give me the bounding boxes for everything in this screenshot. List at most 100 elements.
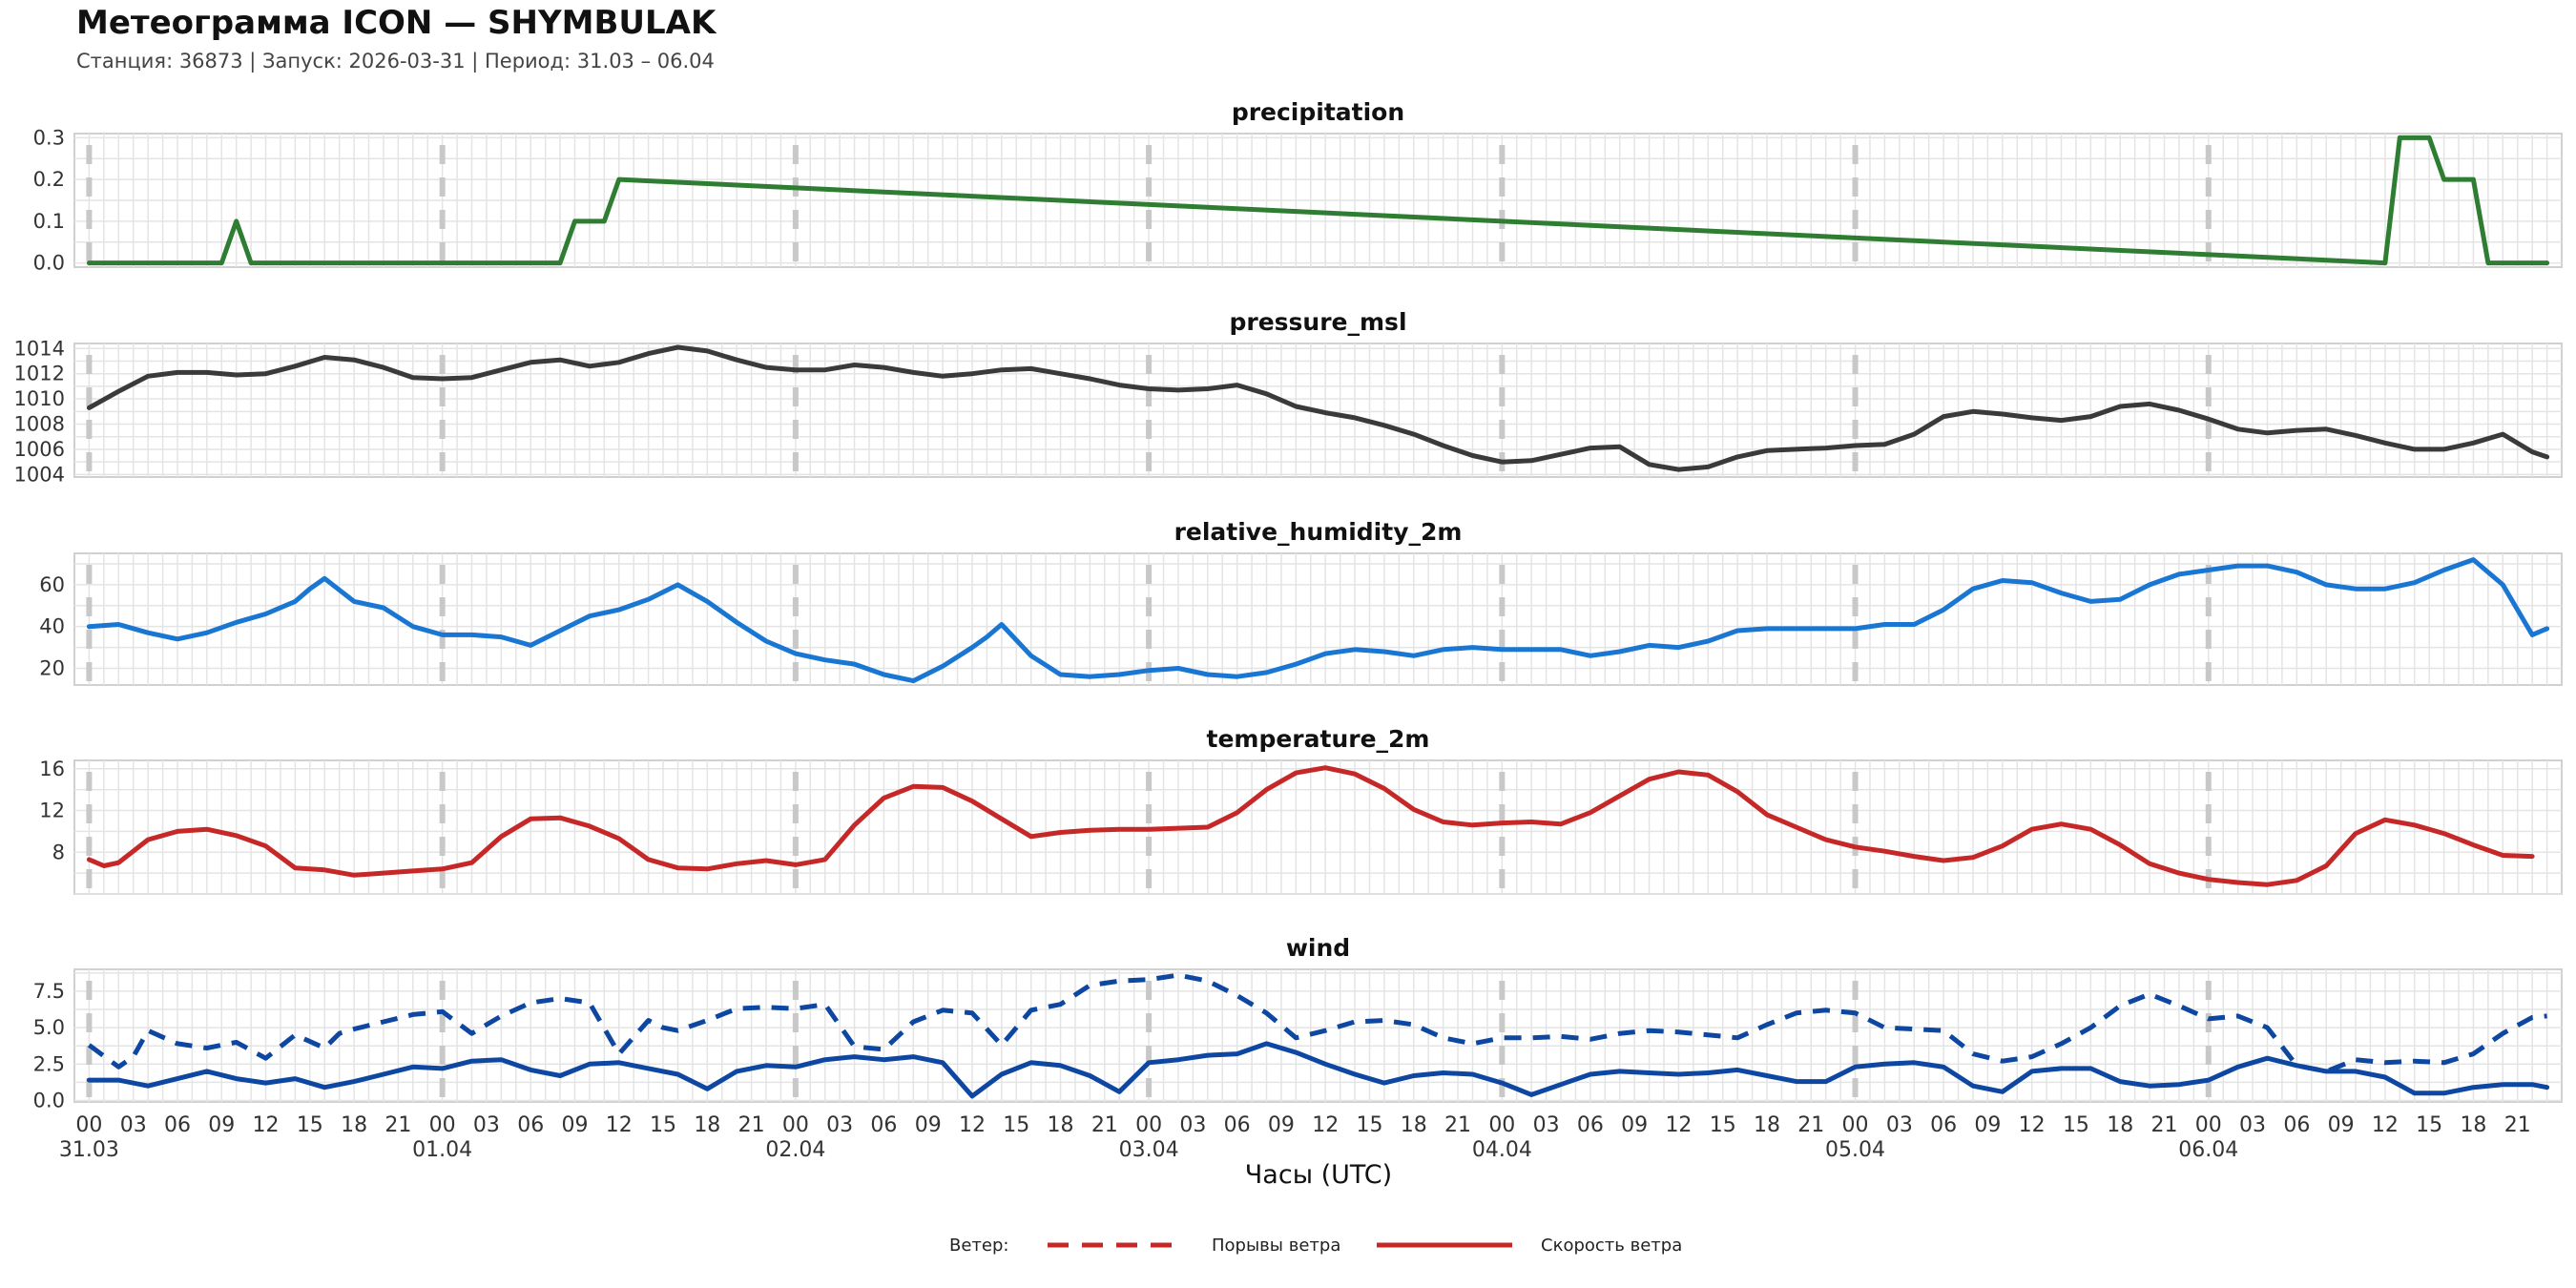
x-tick-label: 15 [1003, 1113, 1029, 1137]
series-line-temperature_2m [86, 765, 2535, 887]
panel-wind: 0.0 2.5 5.0 7.5 wind [33, 934, 2563, 1111]
series-line-gusts [87, 972, 2547, 1074]
x-tick-label: 00 [1135, 1113, 1162, 1137]
y-tick-label: 16 [39, 758, 65, 780]
x-tick-label: 18 [1048, 1113, 1074, 1137]
x-tick-label: 21 [1091, 1113, 1118, 1137]
x-tick-label: 06 [870, 1113, 897, 1137]
x-tick-label: 03 [826, 1113, 853, 1137]
x-tick-label: 15 [1356, 1113, 1382, 1137]
x-tick-label: 03 [120, 1113, 147, 1137]
x-tick-label: 21 [384, 1113, 411, 1137]
x-date-label: 31.03 [59, 1138, 119, 1162]
x-tick-label: 09 [1974, 1113, 2001, 1137]
y-tick-label: 0.2 [33, 168, 65, 191]
x-date-label: 02.04 [765, 1138, 825, 1162]
y-tick-label: 7.5 [33, 980, 65, 1003]
x-tick-label: 12 [2372, 1113, 2399, 1137]
x-tick-label: 12 [1665, 1113, 1692, 1137]
x-tick-label: 15 [1710, 1113, 1736, 1137]
y-tick-label: 1004 [14, 463, 65, 486]
x-date-label: 04.04 [1472, 1138, 1532, 1162]
panel-title: wind [1286, 934, 1350, 962]
x-tick-label: 09 [208, 1113, 235, 1137]
x-tick-label: 15 [297, 1113, 323, 1137]
legend-title: Ветер: [949, 1236, 1008, 1256]
legend-label-speed: Скорость ветра [1541, 1236, 1682, 1256]
x-tick-label: 09 [1268, 1113, 1295, 1137]
series-line-pressure_msl [86, 344, 2550, 472]
x-tick-label: 06 [2283, 1113, 2310, 1137]
x-date-label: 05.04 [1825, 1138, 1885, 1162]
x-tick-label: 06 [517, 1113, 544, 1137]
x-axis-label: Часы (UTC) [1245, 1160, 1392, 1190]
y-tick-label: 20 [39, 656, 65, 679]
panel-title: temperature_2m [1207, 725, 1430, 753]
x-tick-label: 03 [1179, 1113, 1206, 1137]
y-tick-label: 1014 [14, 337, 65, 360]
series-line-precipitation [86, 135, 2550, 266]
chart-title: Метеограмма ICON — SHYMBULAK [76, 4, 717, 42]
x-date-label: 01.04 [412, 1138, 472, 1162]
legend-label-gusts: Порывы ветра [1212, 1236, 1340, 1256]
legend: Ветер: Порывы ветра Скорость ветра [949, 1236, 1682, 1256]
y-tick-label: 2.5 [33, 1052, 65, 1075]
panel-relative_humidity_2m: 20 40 60 relative_humidity_2m [39, 518, 2563, 686]
x-tick-label: 06 [164, 1113, 191, 1137]
x-date-label: 03.04 [1119, 1138, 1179, 1162]
y-tick-label: 40 [39, 615, 65, 638]
series-line-speed [86, 1041, 2550, 1099]
x-tick-label: 06 [1930, 1113, 1957, 1137]
x-tick-label: 18 [341, 1113, 367, 1137]
x-tick-label: 21 [1444, 1113, 1471, 1137]
x-tick-label: 21 [2150, 1113, 2177, 1137]
panel-title: pressure_msl [1229, 308, 1406, 336]
x-tick-label: 09 [2328, 1113, 2355, 1137]
x-tick-label: 03 [1533, 1113, 1560, 1137]
x-tick-label: 15 [2416, 1113, 2442, 1137]
x-tick-label: 12 [1312, 1113, 1339, 1137]
x-tick-label: 18 [694, 1113, 720, 1137]
x-tick-label: 21 [1797, 1113, 1824, 1137]
x-tick-label: 12 [2019, 1113, 2046, 1137]
y-tick-label: 1006 [14, 438, 65, 461]
panel-title: relative_humidity_2m [1174, 518, 1463, 546]
x-tick-label: 15 [2063, 1113, 2089, 1137]
x-tick-label: 18 [2107, 1113, 2133, 1137]
x-tick-label: 06 [1224, 1113, 1251, 1137]
x-tick-label: 00 [429, 1113, 456, 1137]
x-tick-label: 09 [915, 1113, 942, 1137]
x-date-label: 06.04 [2178, 1138, 2238, 1162]
y-tick-label: 5.0 [33, 1016, 65, 1039]
x-tick-label: 03 [2239, 1113, 2266, 1137]
y-tick-label: 60 [39, 573, 65, 596]
y-tick-label: 1010 [14, 387, 65, 410]
x-tick-label: 00 [75, 1113, 102, 1137]
y-tick-label: 0.0 [33, 252, 65, 275]
x-tick-label: 18 [1754, 1113, 1780, 1137]
x-tick-label: 18 [2460, 1113, 2486, 1137]
panel-title: precipitation [1232, 98, 1404, 126]
panel-temperature_2m: 8 12 16 temperature_2m [39, 725, 2563, 895]
x-tick-label: 09 [1621, 1113, 1648, 1137]
x-tick-label: 18 [1401, 1113, 1427, 1137]
y-tick-label: 0.1 [33, 210, 65, 233]
x-tick-label: 12 [959, 1113, 986, 1137]
x-tick-label: 00 [2195, 1113, 2222, 1137]
x-tick-label: 12 [606, 1113, 633, 1137]
x-tick-label: 15 [650, 1113, 676, 1137]
y-tick-label: 8 [52, 841, 65, 863]
y-tick-label: 1012 [14, 363, 65, 385]
x-tick-label: 00 [1488, 1113, 1515, 1137]
panel-frame [73, 552, 2563, 686]
x-axis: 00 03 06 09 12 15 18 21 00 03 06 09 12 15 18 21 00 03 06 09… [59, 1113, 2531, 1162]
x-tick-label: 00 [1842, 1113, 1869, 1137]
x-tick-label: 12 [253, 1113, 280, 1137]
x-tick-label: 09 [561, 1113, 588, 1137]
y-tick-label: 12 [39, 800, 65, 822]
x-tick-label: 03 [1886, 1113, 1913, 1137]
x-tick-label: 21 [2504, 1113, 2531, 1137]
y-tick-label: 1008 [14, 413, 65, 436]
